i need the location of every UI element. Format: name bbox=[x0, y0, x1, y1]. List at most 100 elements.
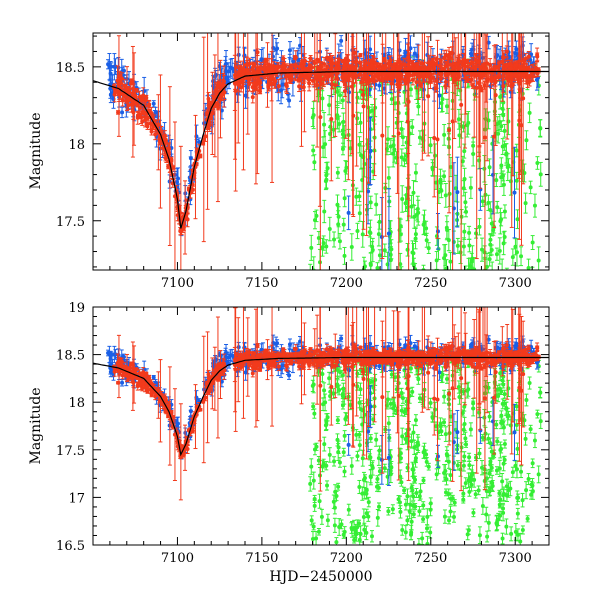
green-point bbox=[497, 120, 502, 125]
green-point bbox=[529, 291, 533, 295]
green-point bbox=[443, 327, 447, 331]
blue-point bbox=[486, 40, 491, 45]
green-point bbox=[447, 191, 452, 196]
green-point bbox=[391, 315, 395, 319]
green-point bbox=[400, 135, 405, 140]
green-point bbox=[496, 331, 500, 335]
green-point bbox=[389, 97, 394, 102]
red-point bbox=[297, 84, 302, 89]
blue-point bbox=[175, 180, 180, 185]
green-point bbox=[321, 145, 326, 150]
blue-point bbox=[230, 66, 235, 71]
green-point bbox=[456, 117, 461, 122]
green-point bbox=[374, 202, 379, 207]
red-point bbox=[389, 81, 394, 86]
green-point bbox=[325, 276, 329, 280]
green-point bbox=[377, 280, 381, 284]
blue-point bbox=[109, 64, 114, 69]
green-point bbox=[449, 319, 453, 323]
green-point bbox=[462, 229, 467, 234]
red-point bbox=[442, 55, 447, 60]
green-point bbox=[337, 122, 342, 127]
green-point bbox=[501, 321, 505, 325]
blue-point bbox=[339, 38, 344, 43]
green-point bbox=[376, 232, 381, 237]
blue-point bbox=[437, 93, 442, 98]
green-point bbox=[357, 211, 362, 216]
green-point bbox=[311, 148, 316, 153]
green-point bbox=[453, 304, 457, 308]
green-point bbox=[442, 256, 447, 261]
blue-point bbox=[534, 77, 539, 82]
green-point bbox=[526, 330, 530, 334]
blue-point bbox=[213, 72, 218, 77]
green-point bbox=[382, 248, 387, 253]
green-point bbox=[399, 271, 403, 275]
blue-point bbox=[512, 190, 517, 195]
green-point bbox=[451, 297, 455, 301]
green-point bbox=[389, 247, 394, 252]
red-point bbox=[470, 83, 475, 88]
green-point bbox=[392, 147, 397, 152]
green-point bbox=[357, 194, 362, 199]
green-point bbox=[469, 259, 474, 264]
blue-point bbox=[106, 62, 111, 67]
green-point bbox=[499, 175, 504, 180]
green-point bbox=[364, 290, 368, 294]
green-point bbox=[410, 280, 414, 284]
green-point bbox=[323, 179, 328, 184]
green-point bbox=[471, 151, 476, 156]
green-point bbox=[480, 247, 485, 252]
green-point bbox=[331, 127, 336, 132]
green-point bbox=[457, 133, 462, 138]
green-point bbox=[467, 230, 472, 235]
green-point bbox=[474, 291, 478, 295]
green-point bbox=[335, 293, 339, 297]
red-point bbox=[116, 110, 121, 115]
green-point bbox=[439, 101, 444, 106]
green-point bbox=[501, 182, 506, 187]
green-point bbox=[487, 286, 491, 290]
green-point bbox=[461, 290, 465, 294]
green-point bbox=[357, 338, 361, 342]
green-point bbox=[332, 303, 336, 307]
blue-point bbox=[108, 71, 113, 76]
green-point bbox=[376, 329, 380, 333]
green-point bbox=[314, 213, 319, 218]
green-point bbox=[312, 160, 317, 165]
green-point bbox=[491, 228, 496, 233]
green-point bbox=[498, 325, 502, 329]
green-point bbox=[448, 165, 453, 170]
green-point bbox=[324, 244, 329, 249]
green-point bbox=[413, 170, 418, 175]
green-point bbox=[464, 209, 469, 214]
green-point bbox=[467, 287, 471, 291]
green-point bbox=[425, 327, 429, 331]
green-point bbox=[523, 201, 528, 206]
green-point bbox=[373, 105, 378, 110]
green-point bbox=[313, 298, 317, 302]
green-point bbox=[536, 258, 541, 263]
green-point bbox=[490, 272, 494, 276]
green-point bbox=[496, 131, 501, 136]
green-point bbox=[514, 148, 519, 153]
green-point bbox=[495, 337, 499, 341]
green-point bbox=[312, 218, 317, 223]
green-point bbox=[482, 166, 487, 171]
green-point bbox=[446, 238, 451, 243]
green-point bbox=[411, 295, 415, 299]
green-point bbox=[365, 284, 369, 288]
green-point bbox=[462, 176, 467, 181]
green-point bbox=[322, 209, 327, 214]
green-point bbox=[429, 316, 433, 320]
green-point bbox=[464, 273, 468, 277]
green-point bbox=[355, 95, 360, 100]
red-point bbox=[146, 103, 151, 108]
green-point bbox=[504, 151, 509, 156]
green-point bbox=[488, 237, 493, 242]
green-point bbox=[487, 165, 492, 170]
green-point bbox=[377, 253, 382, 258]
green-point bbox=[462, 149, 467, 154]
green-point bbox=[341, 222, 346, 227]
